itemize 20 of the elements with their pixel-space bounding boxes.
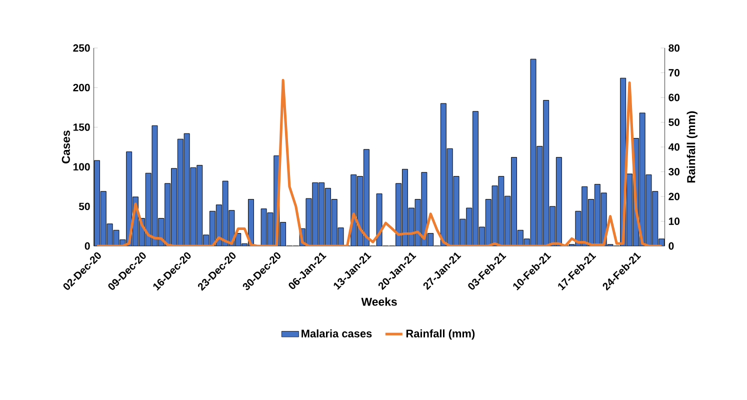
y2-tick-label: 60 [668,94,680,102]
y2-tick-label: 20 [668,192,680,200]
legend-label: Rainfall (mm) [406,329,475,340]
y2-axis-title: Rainfall (mm) [686,111,698,183]
y2-tick-label: 40 [668,143,680,151]
y2-tick-label: 30 [668,168,680,176]
y-tick-label: 200 [73,84,90,92]
x-axis-title: Weeks [361,297,397,306]
y2-tick-label: 80 [668,44,680,52]
y-tick-label: 0 [84,242,90,250]
y2-tick-label: 50 [668,118,680,126]
y-tick-label: 50 [78,202,90,210]
y2-tick-label: 0 [668,242,674,250]
y-tick-label: 150 [73,124,90,131]
y-axis-title: Cases [62,130,70,164]
y2-tick-label: 10 [668,218,680,225]
legend-label: Malaria cases [302,329,372,338]
y2-tick-label: 70 [668,69,680,76]
y-tick-label: 250 [73,44,90,52]
y-tick-label: 100 [73,163,90,171]
